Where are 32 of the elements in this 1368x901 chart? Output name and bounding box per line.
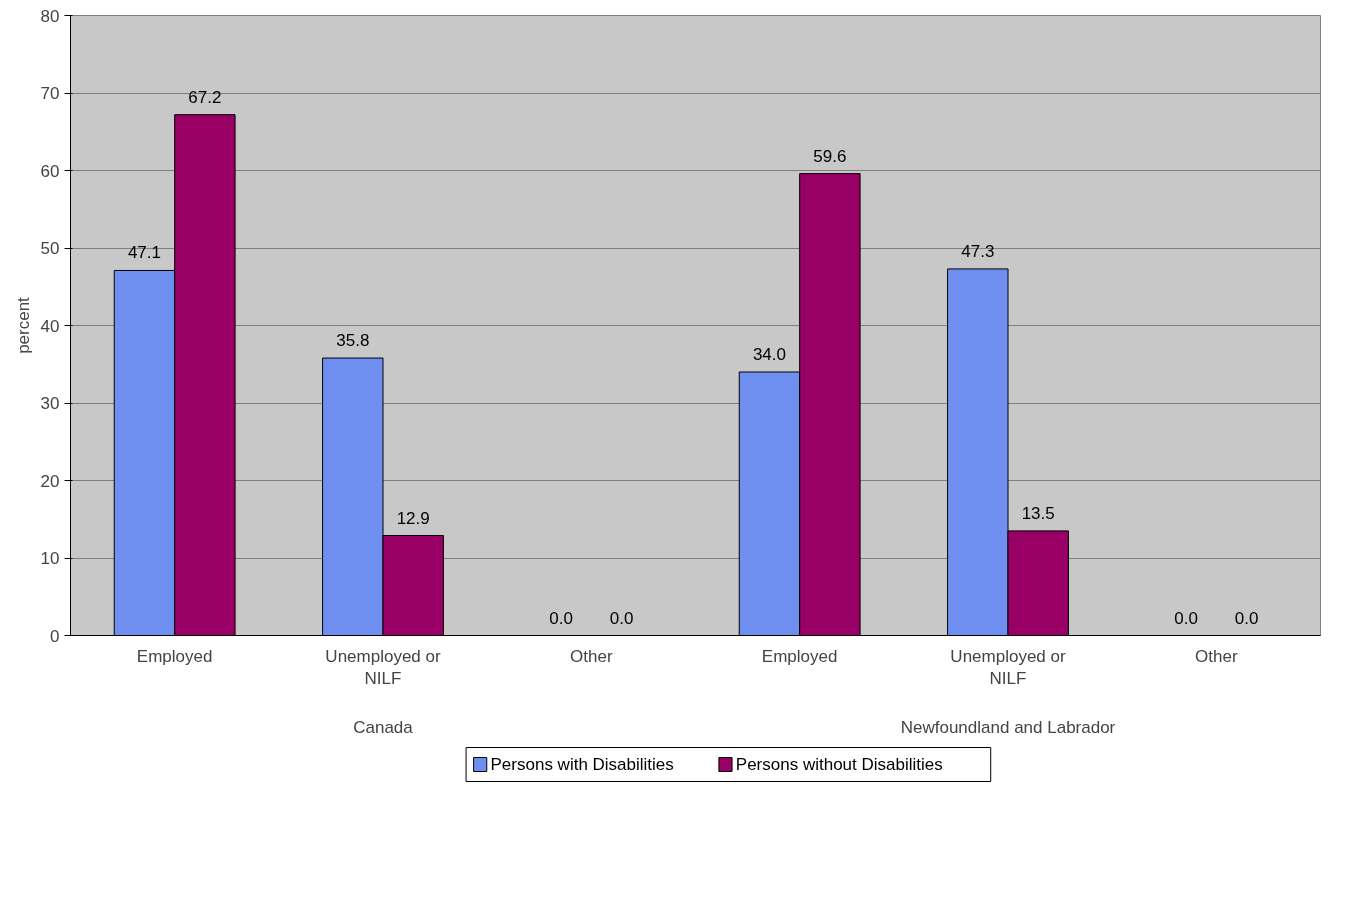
x-tick-label: Unemployed or NILF [950,646,1066,689]
x-tick-label: Employed [136,646,213,666]
y-tick-label: 80 [40,6,60,26]
x-tick-label: Unemployed or NILF [325,646,441,689]
data-label: 47.1 [127,243,162,263]
data-label: 0.0 [1174,608,1198,628]
data-label: 0.0 [609,608,634,628]
legend-label: Persons with Disabilities [490,755,674,774]
y-tick-label: 0 [50,626,60,646]
y-axis-title: percent [13,296,33,354]
y-tick-label: 60 [40,161,60,181]
x-tick-label: Employed [761,646,838,666]
y-tick-label: 30 [40,394,60,413]
data-label: 35.8 [336,331,370,351]
data-label: 13.5 [1021,503,1055,523]
y-tick-label: 70 [40,84,60,103]
y-tick-label: 20 [40,471,60,491]
legend-label: Persons without Disabilities [735,755,943,774]
y-tick-label: 10 [40,549,60,568]
data-label: 0.0 [549,608,573,628]
text: Canada [353,717,414,737]
data-label: 67.2 [188,87,222,107]
y-tick-label: 50 [40,239,60,258]
x-tick-label: Other [1195,646,1238,666]
x-tick-label: Other [570,646,613,666]
data-label: 34.0 [752,345,787,364]
data-label: 12.9 [396,508,430,528]
data-label: 47.3 [961,241,995,261]
y-tick-label: 40 [40,316,60,336]
text: Newfoundland and Labrador [900,717,1116,737]
data-label: 0.0 [1234,608,1259,628]
data-label: 59.6 [813,146,847,166]
